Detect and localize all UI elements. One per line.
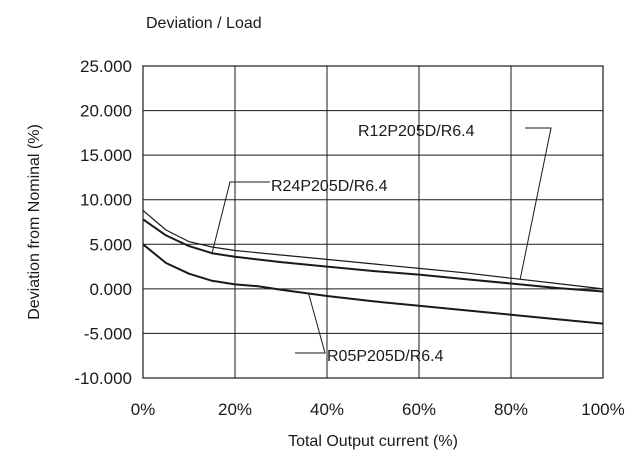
x-tick-label: 20% [218, 400, 252, 419]
annotation-leader [295, 293, 326, 354]
y-tick-label: -10.000 [74, 369, 132, 388]
series-annotation-label: R12P205D/R6.4 [358, 123, 475, 140]
x-tick-label: 0% [131, 400, 156, 419]
y-tick-label: -5.000 [84, 324, 132, 343]
y-axis-ticks: 25.000 20.000 15.000 10.000 5.000 0.000 -5.000… [74, 57, 132, 388]
series-line-2 [142, 218, 604, 293]
x-axis-label: Total Output current (%) [288, 433, 458, 450]
grid [143, 66, 603, 378]
series-group [142, 209, 604, 325]
x-tick-label: 100% [581, 400, 624, 419]
y-tick-label: 5.000 [89, 235, 132, 254]
y-tick-label: 15.000 [80, 146, 132, 165]
plot-area [142, 65, 604, 379]
y-tick-label: 20.000 [80, 102, 132, 121]
series-line-1 [142, 209, 604, 290]
y-axis-label: Deviation from Nominal (%) [26, 124, 43, 320]
series-line-3 [142, 243, 604, 325]
annotation-leader [519, 127, 552, 280]
y-tick-label: 10.000 [80, 191, 132, 210]
series-annotation-label: R24P205D/R6.4 [271, 178, 388, 195]
series-annotation-label: R05P205D/R6.4 [327, 348, 444, 365]
annotation-leader [211, 181, 270, 254]
annotation-group: R12P205D/R6.4 R24P205D/R6.4 R05P205D/R6.4 [211, 123, 552, 365]
chart-title: Deviation / Load [146, 15, 262, 32]
x-tick-label: 40% [310, 400, 344, 419]
y-tick-label: 0.000 [89, 280, 132, 299]
x-tick-label: 80% [494, 400, 528, 419]
y-tick-label: 25.000 [80, 57, 132, 76]
x-tick-label: 60% [402, 400, 436, 419]
x-axis-ticks: 0% 20% 40% 60% 80% 100% [131, 400, 625, 419]
